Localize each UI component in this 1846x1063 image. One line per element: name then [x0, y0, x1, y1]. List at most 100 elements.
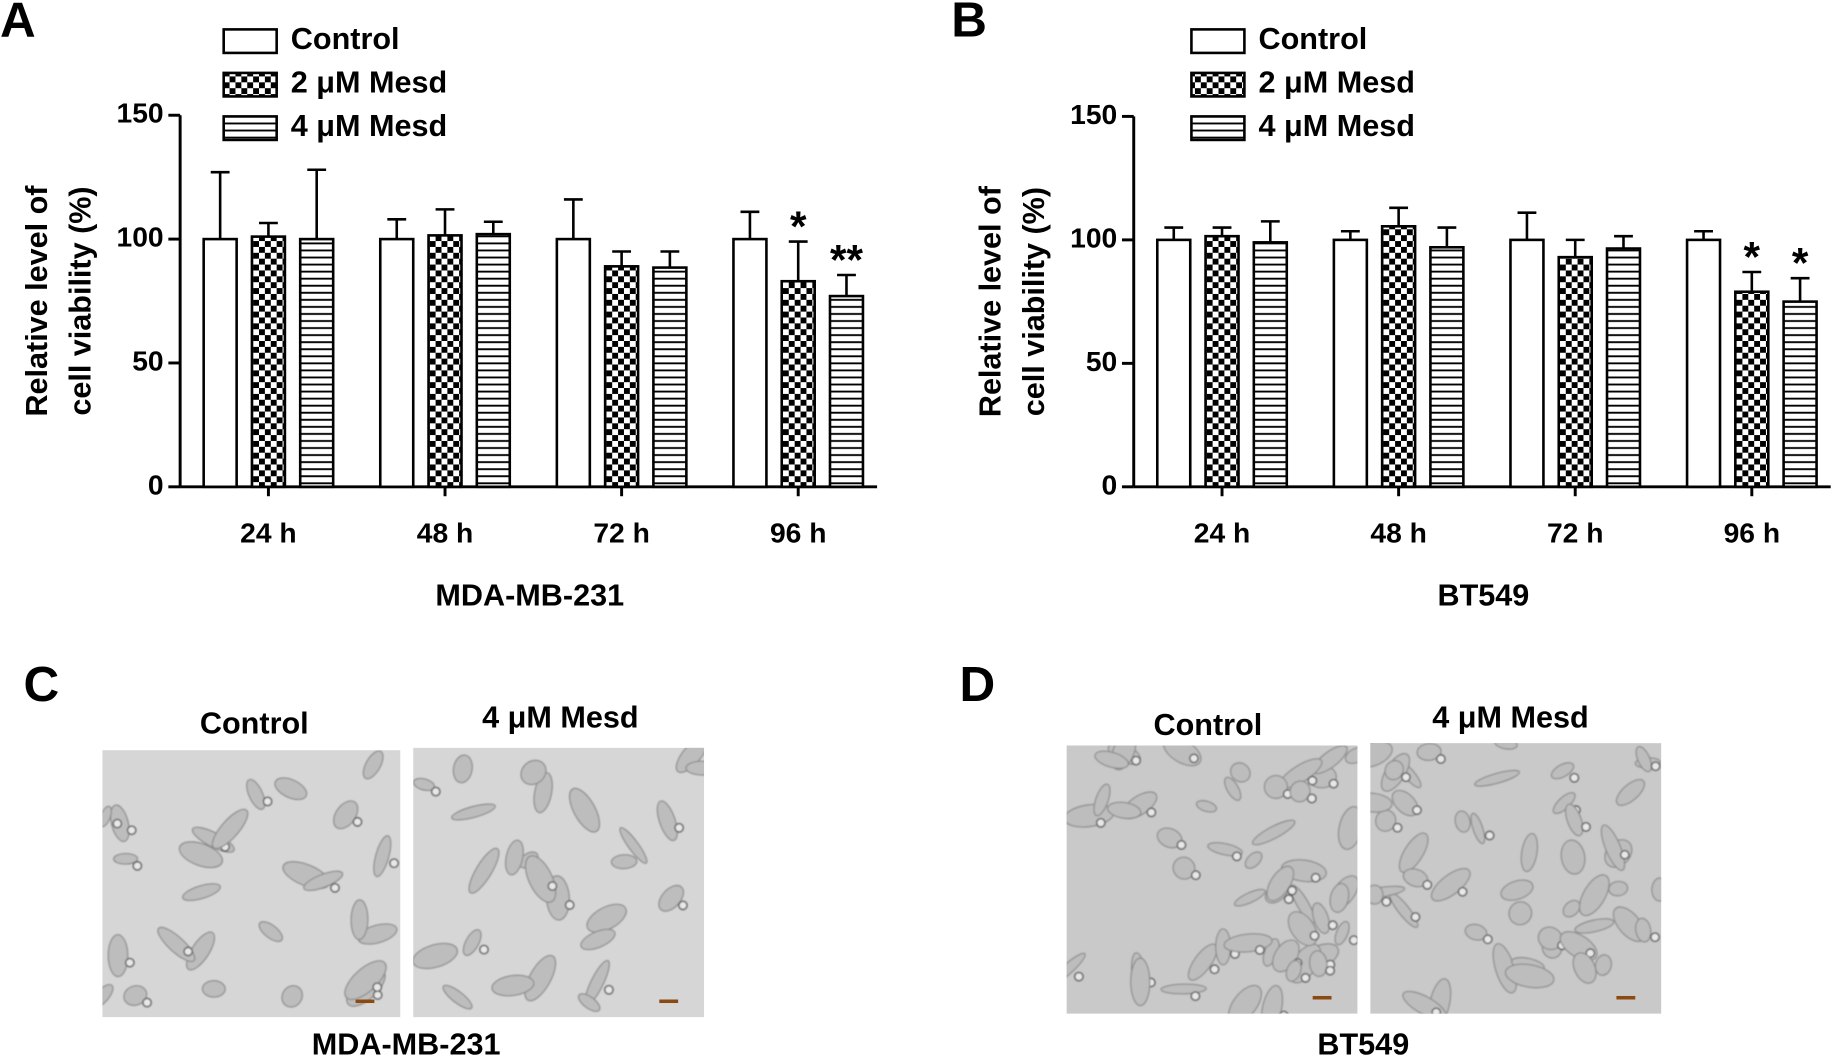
round-cell — [183, 946, 193, 957]
cell — [102, 805, 112, 828]
cell — [586, 903, 627, 933]
cell — [577, 993, 601, 1012]
round-cell — [1283, 894, 1294, 904]
legend-label: 2 μM Mesd — [291, 66, 447, 100]
micrograph — [102, 750, 401, 1018]
cells — [413, 747, 718, 1012]
error-bar — [435, 208, 455, 236]
bar — [1429, 245, 1465, 489]
cell — [451, 803, 496, 821]
image-caption: BT549 — [1317, 1028, 1409, 1062]
error-bar — [1260, 220, 1280, 243]
cell — [1130, 957, 1151, 1007]
round-cell — [1392, 822, 1403, 833]
y-tick-label: 100 — [117, 221, 164, 253]
legend-swatch — [222, 115, 278, 142]
bar — [652, 266, 688, 489]
cell — [1508, 901, 1533, 926]
cell — [468, 847, 500, 894]
bar — [1734, 290, 1770, 489]
cell — [520, 759, 547, 786]
round-cell — [1401, 772, 1411, 783]
scale-bar — [1312, 995, 1332, 1000]
legend-label: Control — [1259, 22, 1368, 56]
cell — [123, 985, 148, 1006]
round-cell — [132, 861, 143, 871]
round-cell — [1410, 912, 1421, 922]
bar — [475, 232, 512, 489]
cell — [107, 934, 129, 978]
cell — [1384, 759, 1404, 781]
cell — [1230, 762, 1251, 783]
cells — [102, 750, 399, 1008]
cell — [1594, 954, 1612, 976]
cell — [102, 983, 114, 1008]
round-cell — [126, 825, 137, 836]
round-cell — [1422, 879, 1433, 890]
round-cell — [604, 984, 614, 995]
round-cell — [124, 957, 135, 968]
cell — [505, 839, 524, 876]
round-cell — [1325, 965, 1335, 976]
cell — [1578, 874, 1610, 917]
round-cell — [710, 771, 718, 779]
cell — [452, 754, 473, 784]
round-cell — [1074, 971, 1084, 982]
cell — [1550, 762, 1575, 780]
round-cell — [430, 786, 441, 797]
round-cell — [372, 982, 383, 993]
cell — [178, 841, 223, 869]
error-bar — [1212, 226, 1232, 237]
cell — [350, 899, 369, 941]
round-cell — [142, 997, 152, 1008]
bar — [1332, 238, 1369, 489]
cell — [1454, 810, 1471, 833]
round-cell — [262, 796, 273, 807]
cell — [1560, 839, 1586, 875]
cell — [413, 942, 459, 970]
panel-letter: B — [951, 0, 987, 48]
round-cell — [678, 900, 688, 911]
significance: * — [1792, 240, 1809, 287]
cell — [1470, 812, 1486, 845]
cell — [1224, 776, 1242, 801]
round-cell — [1650, 761, 1661, 772]
x-axis-label: BT549 — [1437, 578, 1529, 612]
round-cell — [1668, 892, 1676, 900]
significance: * — [790, 203, 807, 250]
cell — [1308, 950, 1328, 977]
image-title: Control — [1154, 708, 1263, 742]
cell — [524, 954, 557, 1002]
cell — [1195, 800, 1218, 813]
error-bar — [788, 240, 808, 282]
round-cell — [1436, 754, 1446, 764]
error-bar — [259, 221, 278, 237]
cell — [1244, 851, 1263, 869]
round-cell — [1309, 930, 1320, 941]
cell — [1398, 832, 1429, 873]
cell — [568, 787, 601, 833]
x-tick-label: 48 h — [1370, 516, 1427, 548]
bar — [378, 237, 415, 489]
cell — [619, 827, 648, 864]
y-tick-label: 50 — [132, 344, 163, 376]
round-cell — [1619, 849, 1630, 860]
cell — [1635, 746, 1653, 773]
x-tick-label: 96 h — [770, 516, 827, 548]
cell — [1651, 877, 1662, 902]
round-cell — [1650, 932, 1660, 943]
legend-label: 2 μM Mesd — [1259, 66, 1415, 100]
cell — [1565, 803, 1584, 837]
error-bar — [612, 250, 632, 267]
cell — [281, 985, 303, 1008]
bar — [828, 294, 865, 489]
bar — [1509, 238, 1545, 489]
bar — [732, 237, 768, 489]
y-tick-label: 150 — [1070, 98, 1117, 130]
cell — [1520, 832, 1539, 873]
y-tick-label: 100 — [1070, 221, 1117, 253]
cells — [1066, 745, 1358, 1014]
round-cell — [1585, 948, 1596, 958]
cells — [1370, 743, 1676, 1014]
